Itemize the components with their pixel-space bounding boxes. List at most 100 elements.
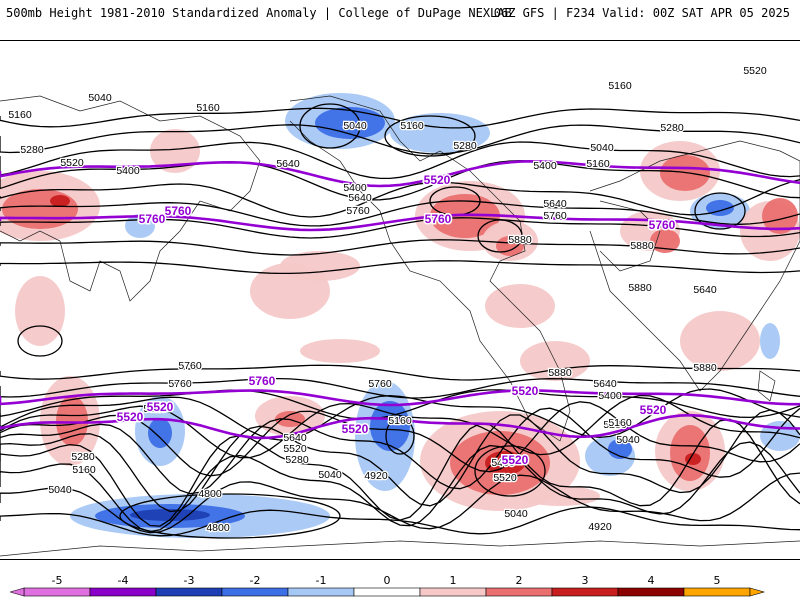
colorbar-tick-label: -4: [117, 574, 129, 587]
height-contour: [0, 160, 800, 201]
contour-label: 5640: [276, 158, 300, 170]
closed-contour: [384, 115, 476, 157]
highlight-contour-label: 5760: [649, 218, 676, 232]
contour-label: 5400: [116, 165, 140, 177]
colorbar-tick-label: 3: [581, 574, 589, 587]
colorbar-tick-label: -5: [51, 574, 63, 587]
height-contour: [0, 388, 800, 441]
contour-label: 5280: [20, 144, 44, 156]
colorbar-tick-label: -3: [183, 574, 195, 587]
contour-label: 5280: [285, 454, 309, 466]
anomaly-map: 5040 5160 5160 5280 5520 5400 5040 5160 5280 5160…: [0, 40, 800, 560]
height-contour: [0, 418, 800, 527]
colorbar-segment: [155, 587, 223, 597]
model-run-info: 06Z GFS | F234 Valid: 00Z SAT APR 05 202…: [493, 6, 790, 20]
highlight-contour-label: 5760: [425, 212, 452, 226]
contour-label: 5640: [348, 192, 372, 204]
coastline: [599, 200, 661, 272]
height-contour: [0, 141, 800, 180]
contour-label: 5640: [543, 198, 567, 210]
coastline: [757, 370, 776, 402]
coastline: [589, 140, 800, 392]
contour-label: 5880: [630, 240, 654, 252]
highlight-contour-label: 5520: [147, 400, 174, 414]
contour-label: 5520: [60, 157, 84, 169]
contour-label: 5520: [743, 65, 767, 77]
height-contour: [0, 200, 800, 227]
contour-label: 5400: [598, 390, 622, 402]
positive-anomaly-area: [150, 129, 200, 173]
colorbar-segment: [287, 587, 355, 597]
height-contour: [0, 239, 800, 256]
contour-label: 5640: [693, 284, 717, 296]
height-contour: [0, 409, 800, 513]
colorbar-tick-label: 4: [647, 574, 655, 587]
negative-anomaly-area: [760, 323, 780, 359]
contour-label: 5400: [533, 160, 557, 172]
colorbar-segment: [353, 587, 421, 597]
positive-anomaly-area: [670, 425, 710, 481]
colorbar-segment: [485, 587, 553, 597]
contour-label: 5040: [343, 120, 367, 132]
colorbar-tick-label: -1: [315, 574, 327, 587]
contour-label: 5040: [88, 92, 112, 104]
contour-label: 5880: [693, 362, 717, 374]
positive-anomaly-area: [15, 276, 65, 346]
contour-label: 5880: [548, 367, 572, 379]
contour-label: 5760: [543, 210, 567, 222]
coastline: [0, 540, 800, 557]
height-contour: [0, 107, 800, 129]
colorbar-segment: [683, 587, 751, 597]
coastlines: [0, 95, 800, 557]
colorbar-tick-label: 5: [713, 574, 721, 587]
height-contours: [0, 103, 800, 539]
closed-contour: [477, 219, 523, 253]
colorbar-tick-label: 0: [383, 574, 391, 587]
highlight-contour: [0, 159, 800, 188]
colorbar-tick-label: 2: [515, 574, 523, 587]
positive-anomaly-area: [685, 453, 701, 465]
highlight-contour-label: 5760: [165, 204, 192, 218]
contour-label: 5880: [508, 234, 532, 246]
contour-label: 5160: [388, 415, 412, 427]
contour-label: 5400: [343, 182, 367, 194]
positive-anomaly-area: [520, 486, 600, 506]
contour-label: 5160: [196, 102, 220, 114]
contour-label: 5280: [453, 140, 477, 152]
height-contour: [0, 260, 800, 275]
contour-label: 5160: [8, 109, 32, 121]
contour-label: 5760: [168, 378, 192, 390]
colorbar-segment: [221, 587, 289, 597]
contour-label: 5280: [603, 419, 627, 431]
negative-anomaly-area: [315, 107, 385, 139]
contour-label: 4800: [198, 488, 222, 500]
contour-label: 5520: [143, 403, 167, 415]
highlight-contour: [0, 413, 800, 440]
contour-label: 5640: [283, 432, 307, 444]
colorbar-segment: [23, 587, 91, 597]
highlight-contour: [0, 213, 800, 232]
contour-label: 5280: [71, 451, 95, 463]
anomaly-shading: [0, 93, 800, 538]
contour-label: 5880: [628, 282, 652, 294]
negative-anomaly-area: [148, 418, 172, 448]
contour-label: 5160: [608, 80, 632, 92]
highlight-contour-label: 5520: [342, 422, 369, 436]
highlight-contour: [0, 389, 800, 407]
positive-anomaly-area: [250, 263, 330, 319]
contour-label: 5760: [368, 378, 392, 390]
highlight-contour-label: 5760: [139, 212, 166, 226]
closed-contour: [119, 493, 341, 539]
positive-anomaly-area: [650, 229, 680, 253]
highlight-contour-label: 5760: [249, 374, 276, 388]
highlight-contour-label: 5520: [502, 453, 529, 467]
highlight-contour-label: 5520: [640, 403, 667, 417]
contour-label: 5160: [72, 464, 96, 476]
height-contour: [0, 407, 800, 495]
height-contour: [0, 377, 800, 399]
negative-anomaly-area: [130, 509, 210, 521]
positive-anomaly-area: [50, 195, 70, 207]
height-contour: [0, 506, 800, 537]
height-contour: [0, 364, 800, 381]
height-contour: [0, 401, 800, 477]
